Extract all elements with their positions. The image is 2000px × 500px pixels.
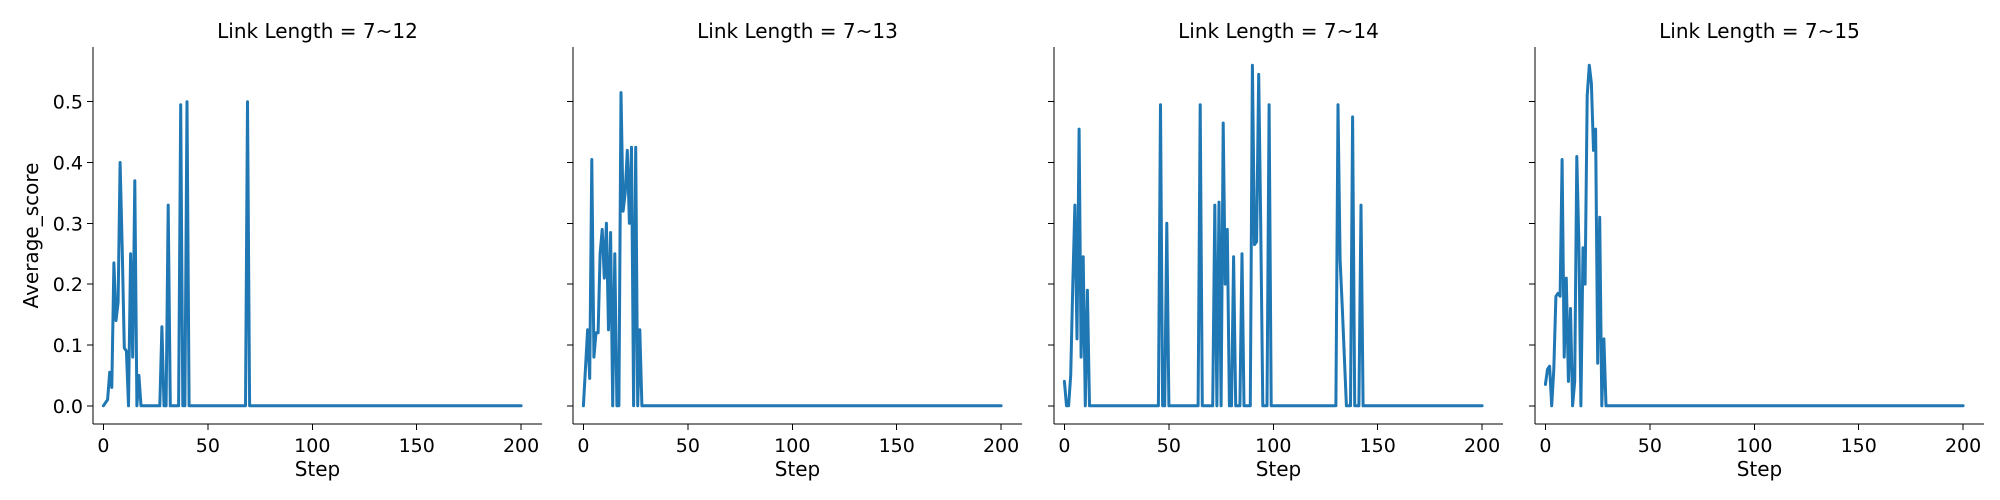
series-line	[581, 91, 1003, 408]
x-tick-label: 150	[399, 435, 435, 457]
series-line	[1062, 63, 1484, 408]
y-tick-label: 0.2	[53, 274, 83, 296]
x-tick-label: 100	[774, 435, 810, 457]
x-tick-label: 0	[97, 435, 109, 457]
y-tick-label: 0.3	[53, 213, 83, 235]
x-tick-label: 100	[294, 435, 330, 457]
x-tick-label: 0	[577, 435, 589, 457]
panel-4: Link Length = 7~15 0 50 100 150 200 Step	[1529, 19, 1984, 481]
series-line	[1543, 63, 1965, 408]
panel-2: Link Length = 7~13 0 50 100 150 200 Step	[567, 19, 1022, 481]
x-tick-label: 200	[983, 435, 1019, 457]
x-axis-label: Step	[1256, 457, 1302, 481]
x-tick-label: 50	[1157, 435, 1181, 457]
x-tick-label: 100	[1255, 435, 1291, 457]
x-axis-label: Step	[775, 457, 821, 481]
panel-title: Link Length = 7~13	[697, 19, 898, 43]
panel-title: Link Length = 7~15	[1659, 19, 1860, 43]
x-tick-label: 50	[1638, 435, 1662, 457]
y-tick-label: 0.1	[53, 335, 83, 357]
x-tick-label: 0	[1058, 435, 1070, 457]
x-tick-label: 150	[1841, 435, 1877, 457]
x-tick-label: 150	[879, 435, 915, 457]
panel-3: Link Length = 7~14 0 50 100 150 200 Step	[1048, 19, 1503, 481]
x-tick-label: 50	[196, 435, 220, 457]
x-tick-label: 50	[676, 435, 700, 457]
y-tick-label: 0.0	[53, 396, 83, 418]
panel-title: Link Length = 7~12	[217, 19, 418, 43]
x-tick-label: 200	[1945, 435, 1981, 457]
panel-1: Link Length = 7~12 0 50 100 150 200 0.0 0.1 0.2 0…	[19, 19, 542, 481]
series-line	[101, 100, 523, 408]
x-axis-label: Step	[1737, 457, 1783, 481]
x-tick-label: 150	[1360, 435, 1396, 457]
x-tick-label: 200	[1464, 435, 1500, 457]
x-tick-label: 200	[503, 435, 539, 457]
y-axis-label: Average_score	[19, 163, 43, 309]
x-tick-label: 0	[1539, 435, 1551, 457]
x-axis-label: Step	[295, 457, 341, 481]
x-tick-label: 100	[1736, 435, 1772, 457]
y-tick-label: 0.5	[53, 92, 83, 114]
y-tick-label: 0.4	[53, 153, 83, 175]
panel-title: Link Length = 7~14	[1178, 19, 1379, 43]
